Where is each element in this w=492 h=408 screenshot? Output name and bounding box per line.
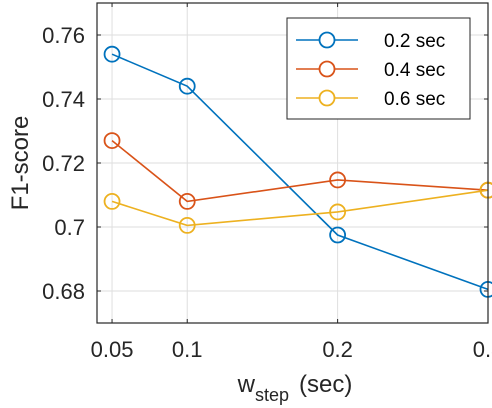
ticks: 0.05 0.1 0.2 0.3 0.68 0.7 0.72 0.74 0.76 (42, 3, 492, 362)
legend-marker-swatch (318, 31, 336, 49)
x-tick-label: 0.05 (91, 337, 134, 362)
series-line (111, 189, 489, 227)
data-point-marker (103, 132, 121, 150)
legend-label: 0.6 sec (384, 89, 445, 110)
legend-marker-swatch (318, 89, 336, 107)
x-tick-label: 0.1 (172, 337, 203, 362)
data-point-marker (178, 216, 196, 234)
legend-label: 0.2 sec (384, 31, 445, 52)
x-tick-label: 0.3 (473, 337, 492, 362)
data-point-marker (103, 192, 121, 210)
y-tick-label: 0.68 (42, 279, 85, 304)
series-layer (103, 45, 492, 298)
data-point-marker (329, 171, 347, 189)
series-line (111, 53, 489, 291)
x-axis-label: wstep (sec) (237, 371, 353, 405)
x-axis-label-unit: (sec) (299, 371, 352, 398)
data-point-marker (103, 45, 121, 63)
y-tick-label: 0.72 (42, 151, 85, 176)
x-tick-label: 0.2 (322, 337, 353, 362)
data-point-marker (178, 192, 196, 210)
x-axis-label-main: w (237, 371, 256, 398)
x-axis-label-subscript: step (255, 385, 289, 405)
y-axis-label: F1-score (7, 116, 34, 211)
data-point-marker (329, 203, 347, 221)
legend-marker-swatch (318, 60, 336, 78)
data-point-marker (329, 226, 347, 244)
y-tick-label: 0.74 (42, 87, 85, 112)
series-line (111, 139, 489, 203)
legend-label: 0.4 sec (384, 60, 445, 81)
y-tick-label: 0.7 (54, 215, 85, 240)
legend: 0.2 sec 0.4 sec 0.6 sec (286, 17, 471, 120)
y-tick-label: 0.76 (42, 23, 85, 48)
data-point-marker (178, 77, 196, 95)
